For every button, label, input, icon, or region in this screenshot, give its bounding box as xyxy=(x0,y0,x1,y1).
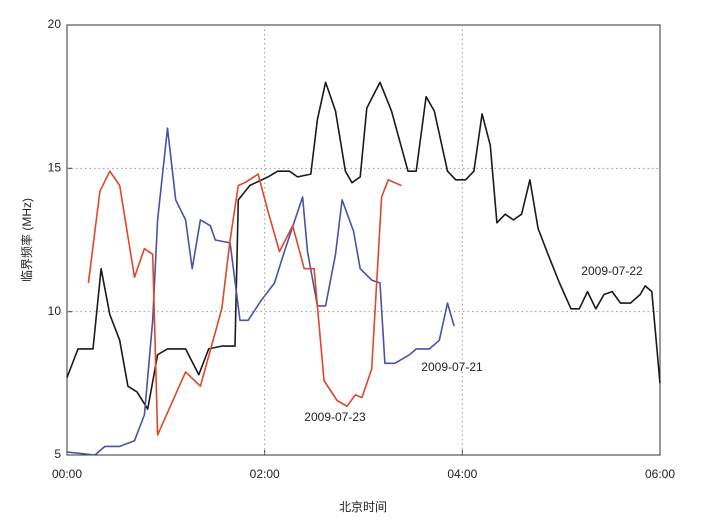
y-tick-label: 10 xyxy=(48,304,62,318)
x-tick-label: 06:00 xyxy=(645,467,675,481)
plot-frame xyxy=(66,24,661,456)
series-label: 2009-07-23 xyxy=(304,410,366,424)
series-label: 2009-07-22 xyxy=(581,264,643,278)
series-line xyxy=(66,81,661,410)
series-line xyxy=(66,127,455,456)
series-line xyxy=(87,170,402,436)
y-tick-label: 20 xyxy=(48,17,62,31)
series-label: 2009-07-21 xyxy=(421,360,483,374)
x-axis-label: 北京时间 xyxy=(339,500,387,514)
x-tick-label: 04:00 xyxy=(447,467,477,481)
y-axis-label: 临界频率 (MHz) xyxy=(19,198,34,282)
x-tick-label: 00:00 xyxy=(52,467,82,481)
y-tick-label: 5 xyxy=(54,447,61,461)
x-tick-label: 02:00 xyxy=(250,467,280,481)
y-tick-label: 15 xyxy=(48,161,62,175)
